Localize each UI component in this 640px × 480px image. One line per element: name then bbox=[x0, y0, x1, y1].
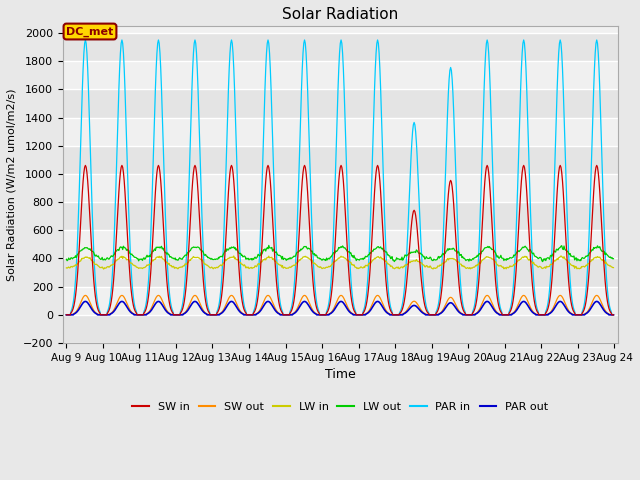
X-axis label: Time: Time bbox=[325, 368, 356, 381]
Text: DC_met: DC_met bbox=[67, 26, 114, 36]
Title: Solar Radiation: Solar Radiation bbox=[282, 7, 399, 22]
Y-axis label: Solar Radiation (W/m2 umol/m2/s): Solar Radiation (W/m2 umol/m2/s) bbox=[7, 88, 17, 281]
Bar bbox=[63, 33, 618, 61]
Bar bbox=[63, 89, 618, 118]
Bar bbox=[63, 202, 618, 230]
Bar bbox=[63, 315, 618, 343]
Bar bbox=[63, 258, 618, 287]
Legend: SW in, SW out, LW in, LW out, PAR in, PAR out: SW in, SW out, LW in, LW out, PAR in, PA… bbox=[128, 398, 552, 417]
Bar bbox=[63, 146, 618, 174]
